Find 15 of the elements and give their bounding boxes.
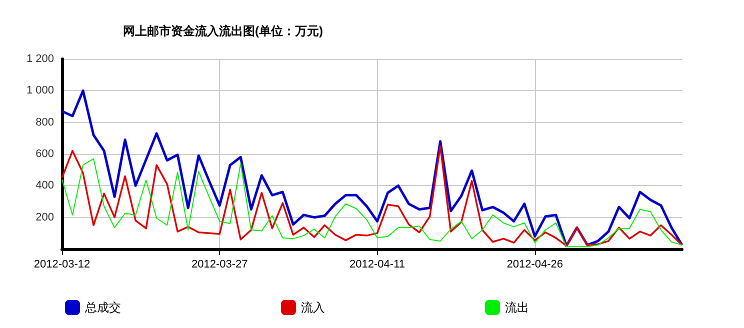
y-tick-label: 800: [36, 116, 54, 128]
x-tick-label: 2012-04-11: [350, 258, 405, 270]
y-tick-label: 1 000: [26, 84, 54, 97]
chart-title: 网上邮市资金流入流出图(单位：万元): [123, 24, 323, 38]
line-series: [60, 89, 684, 248]
x-tick-label: 2012-04-26: [506, 258, 564, 270]
y-tick-label: 600: [36, 148, 54, 160]
x-tick-label: 2012-03-12: [34, 258, 90, 270]
legend-label: 总成交: [84, 300, 121, 314]
y-tick-label: 400: [36, 180, 54, 192]
y-tick-label: 1 200: [26, 53, 54, 65]
legend-label: 流入: [301, 300, 325, 314]
y-tick-label: 200: [36, 211, 54, 224]
legend-label: 流出: [505, 300, 529, 314]
x-tick-label: 2012-03-27: [191, 258, 248, 270]
